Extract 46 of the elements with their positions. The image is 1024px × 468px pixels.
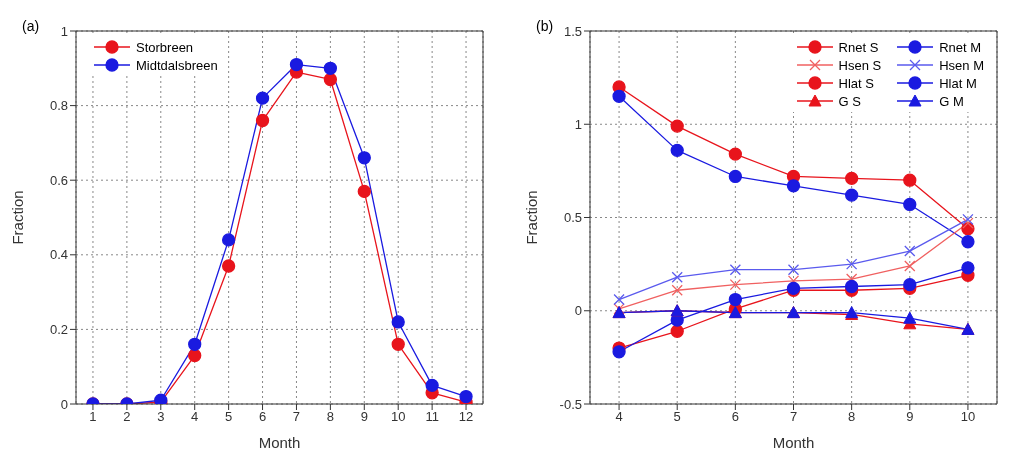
x-tick-label: 8	[848, 409, 856, 425]
x-axis-title: Month	[772, 434, 815, 451]
legend-label: Storbreen	[136, 39, 194, 55]
y-tick-label: 0.8	[49, 98, 68, 114]
legend-label: Rnet S	[838, 39, 879, 55]
y-axis-title: Fraction	[9, 190, 27, 245]
x-tick-label: 1	[89, 409, 97, 425]
x-tick-label: 3	[157, 409, 165, 425]
x-tick-label: 9	[906, 409, 914, 425]
x-tick-label: 6	[731, 409, 739, 425]
x-tick-label: 10	[390, 409, 406, 425]
chart-title: (b)	[536, 18, 554, 34]
chart-title: (a)	[22, 18, 40, 34]
x-tick-label: 6	[258, 409, 267, 425]
y-tick-label: 0.4	[49, 247, 68, 263]
legend-label: Hsen S	[838, 57, 882, 73]
x-tick-label: 10	[960, 409, 976, 425]
legend-label: G M	[939, 93, 964, 109]
y-tick-label: 0	[574, 303, 582, 319]
legend-label: Hlat S	[838, 75, 874, 91]
x-tick-label: 5	[673, 409, 681, 425]
y-tick-label: 0.6	[49, 172, 68, 188]
y-tick-label: 0.2	[49, 322, 68, 338]
legend-label: Rnet M	[939, 39, 982, 55]
x-tick-label: 5	[225, 409, 233, 425]
y-tick-label: 1	[60, 23, 68, 39]
x-tick-label: 9	[360, 409, 368, 425]
x-tick-label: 11	[425, 409, 439, 425]
x-tick-label: 7	[292, 409, 301, 425]
y-tick-label: 1.5	[563, 23, 582, 39]
y-tick-label: -0.5	[559, 396, 582, 412]
x-tick-label: 4	[615, 409, 623, 425]
y-axis-title: Fraction	[523, 190, 541, 245]
legend-label: Midtdalsbreen	[136, 57, 218, 73]
x-tick-label: 7	[789, 409, 798, 425]
legend-label: Hlat M	[939, 75, 977, 91]
x-tick-label: 2	[123, 409, 131, 425]
legend-label: Hsen M	[939, 57, 984, 73]
x-tick-label: 8	[326, 409, 334, 425]
x-axis-title: Month	[258, 434, 301, 451]
legend-label: G S	[838, 93, 861, 109]
x-tick-label: 4	[191, 409, 199, 425]
y-tick-label: 1	[574, 116, 582, 132]
y-tick-label: 0	[60, 396, 68, 412]
x-tick-label: 12	[458, 409, 474, 425]
y-tick-label: 0.5	[563, 210, 582, 226]
